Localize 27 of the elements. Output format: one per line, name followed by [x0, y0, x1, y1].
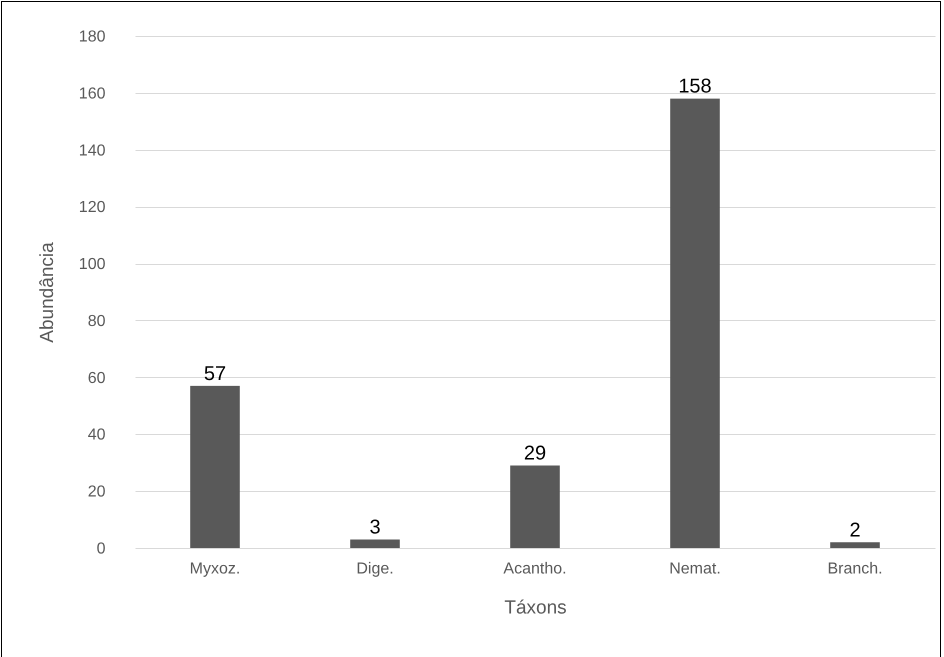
x-axis-title: Táxons: [504, 598, 567, 618]
data-label: 158: [678, 76, 712, 98]
bar: [510, 466, 560, 548]
y-tick-label: 20: [88, 484, 106, 501]
x-tick-label: Myxoz.: [190, 560, 240, 578]
data-label: 29: [524, 442, 546, 465]
bar: [350, 539, 400, 548]
y-tick-label: 80: [88, 312, 106, 330]
data-label: 57: [204, 362, 226, 385]
bar: [670, 98, 720, 548]
y-axis-title: Abundância: [36, 242, 58, 343]
y-tick-label: 140: [78, 142, 106, 160]
y-tick-label: 180: [78, 28, 106, 46]
y-tick-label: 60: [88, 370, 106, 387]
x-tick-label: Nemat.: [669, 560, 721, 578]
data-label: 2: [849, 519, 861, 542]
bar: [190, 386, 240, 548]
y-tick-label: 0: [96, 540, 106, 558]
y-tick-label: 100: [78, 256, 106, 274]
x-tick-label: Branch.: [827, 560, 883, 578]
x-tick-label: Acantho.: [503, 560, 567, 578]
y-tick-label: 40: [88, 426, 106, 444]
x-tick-label: Dige.: [356, 560, 394, 578]
bar: [830, 542, 880, 548]
y-tick-label: 160: [78, 85, 106, 102]
y-tick-label: 120: [78, 199, 106, 216]
data-label: 3: [369, 516, 381, 538]
